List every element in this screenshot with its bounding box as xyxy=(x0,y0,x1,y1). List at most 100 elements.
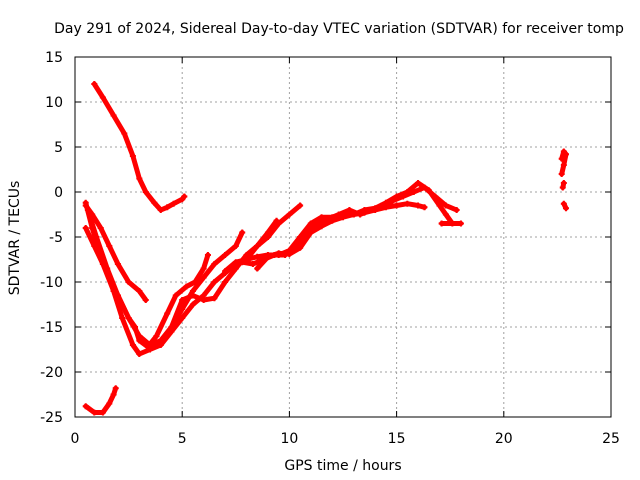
data-point xyxy=(350,211,357,218)
data-point xyxy=(183,283,190,290)
data-point xyxy=(129,153,136,159)
data-point xyxy=(382,199,389,206)
x-tick-label: 5 xyxy=(178,431,187,447)
series-line xyxy=(254,180,464,271)
data-point xyxy=(442,211,449,218)
series-line xyxy=(83,203,149,303)
data-point xyxy=(438,220,445,227)
data-point xyxy=(82,225,89,231)
data-point xyxy=(125,315,132,321)
y-axis-label: SDTVAR / TECUs xyxy=(7,181,23,296)
chart-title: Day 291 of 2024, Sidereal Day-to-day VTE… xyxy=(54,21,624,37)
data-point xyxy=(106,400,113,407)
data-point xyxy=(211,295,218,302)
series-trace-12 xyxy=(559,180,567,191)
data-point xyxy=(254,253,261,260)
x-tick-label: 10 xyxy=(280,431,298,447)
data-point xyxy=(404,200,411,207)
data-point xyxy=(232,265,239,272)
data-point xyxy=(415,180,422,186)
series-trace-11 xyxy=(558,148,569,177)
data-point xyxy=(436,202,443,209)
data-point xyxy=(170,200,177,207)
y-tick-label: -15 xyxy=(40,320,63,336)
data-point xyxy=(164,204,171,211)
data-point xyxy=(136,337,143,344)
data-point xyxy=(275,220,282,227)
y-tick-label: 5 xyxy=(54,140,63,156)
data-point xyxy=(106,243,113,249)
data-point xyxy=(99,94,106,101)
x-tick-label: 20 xyxy=(495,431,513,447)
data-point xyxy=(562,151,569,158)
data-point xyxy=(91,81,98,87)
data-point xyxy=(136,288,143,294)
data-point xyxy=(179,315,186,321)
data-point xyxy=(318,223,325,230)
data-point xyxy=(211,279,218,285)
data-point xyxy=(119,315,126,321)
data-point xyxy=(232,259,239,266)
data-point xyxy=(297,202,304,209)
y-tick-label: 15 xyxy=(45,50,63,66)
data-point xyxy=(558,171,565,177)
data-point xyxy=(222,252,229,258)
x-axis: 0 5 10 15 20 25 xyxy=(71,57,620,447)
data-point xyxy=(442,202,449,209)
data-point xyxy=(129,342,136,348)
grid xyxy=(75,57,611,417)
data-point xyxy=(560,200,567,207)
data-point xyxy=(110,391,117,398)
data-point xyxy=(168,324,175,330)
data-point xyxy=(372,205,379,212)
data-point xyxy=(449,220,456,227)
data-point xyxy=(286,211,293,218)
data-point xyxy=(254,265,261,272)
data-point xyxy=(340,214,346,221)
data-point xyxy=(254,243,261,249)
data-point xyxy=(172,292,179,299)
x-axis-label: GPS time / hours xyxy=(284,458,401,474)
data-point xyxy=(142,189,149,195)
data-point xyxy=(91,409,98,416)
y-axis: 15 10 5 0 -5 -10 -15 -20 -25 xyxy=(40,50,611,426)
data-point xyxy=(307,229,314,236)
data-point xyxy=(82,199,89,206)
data-point xyxy=(136,351,143,357)
data-point xyxy=(425,187,432,194)
data-point xyxy=(560,162,567,168)
data-point xyxy=(404,189,411,195)
data-series xyxy=(82,81,569,416)
data-point xyxy=(153,333,160,339)
data-point xyxy=(415,202,422,209)
x-tick-label: 15 xyxy=(388,431,406,447)
data-point xyxy=(239,229,246,236)
y-tick-label: -25 xyxy=(40,410,63,426)
data-point xyxy=(559,184,566,191)
data-point xyxy=(393,202,400,209)
data-point xyxy=(211,261,218,267)
data-point xyxy=(189,301,196,308)
data-point xyxy=(157,207,164,213)
data-point xyxy=(239,259,246,266)
data-point xyxy=(222,268,229,275)
data-point xyxy=(457,220,464,227)
data-point xyxy=(297,244,304,251)
data-point xyxy=(179,297,186,303)
data-point xyxy=(307,220,314,227)
series-trace-13 xyxy=(560,200,569,212)
data-point xyxy=(275,250,282,257)
series-line xyxy=(83,385,119,415)
series-trace-1 xyxy=(91,81,188,213)
data-point xyxy=(329,217,336,224)
data-point xyxy=(264,253,271,260)
series-line xyxy=(85,207,211,350)
data-point xyxy=(421,204,428,211)
data-point xyxy=(200,265,207,272)
data-point xyxy=(314,220,321,227)
y-tick-label: 0 xyxy=(54,185,63,201)
data-point xyxy=(99,261,106,267)
x-tick-label: 0 xyxy=(71,431,80,447)
data-point xyxy=(264,234,271,240)
